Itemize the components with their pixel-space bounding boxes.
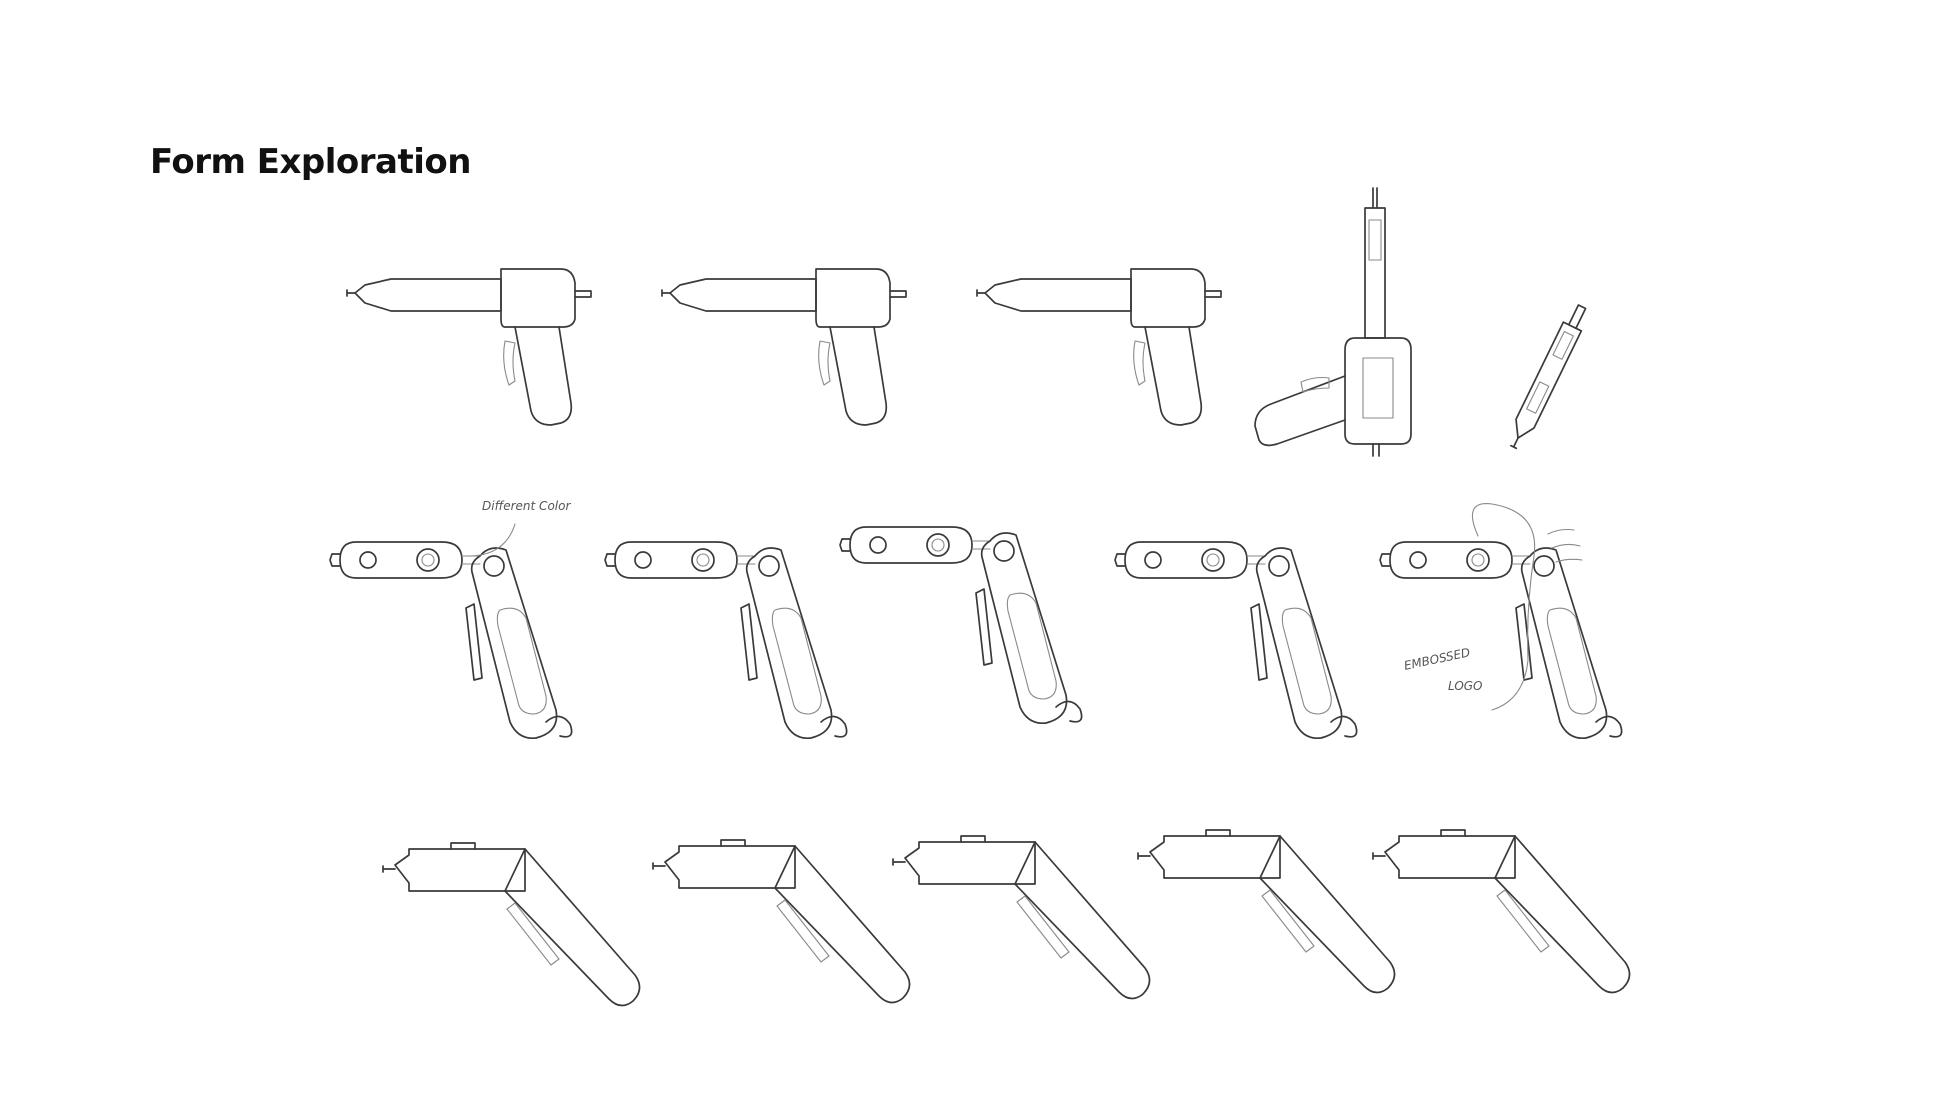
pistol-sketch	[346, 268, 592, 426]
pistol-upright-sketch	[1254, 187, 1412, 457]
annotation-different-color: Different Color	[482, 499, 571, 513]
sketch-row-3	[382, 829, 1631, 1007]
angled-sketch	[1137, 829, 1396, 994]
angled-sketch	[382, 842, 641, 1007]
annotation-embossed: EMBOSSED	[1403, 645, 1472, 673]
sketch-row-2: Different Color EMBOSSED LOGO	[329, 499, 1623, 740]
folding-sketch	[839, 526, 1083, 725]
pen-sketch	[1503, 301, 1592, 453]
folding-sketch	[604, 541, 848, 740]
angled-sketch	[1372, 829, 1631, 994]
page-title: Form Exploration	[150, 142, 471, 182]
folding-sketch	[1114, 541, 1358, 740]
folding-sketch	[1379, 541, 1623, 740]
pistol-sketch	[661, 268, 907, 426]
pistol-sketch	[976, 268, 1222, 426]
annotation-leader	[467, 523, 516, 557]
annotation-logo: LOGO	[1448, 679, 1483, 693]
annotation-outline	[1471, 503, 1536, 711]
angled-sketch	[892, 835, 1151, 1000]
folding-sketch	[329, 541, 573, 740]
angled-sketch	[652, 839, 911, 1004]
sketch-row-1	[346, 187, 1592, 457]
annotation-scribble	[1547, 528, 1583, 563]
